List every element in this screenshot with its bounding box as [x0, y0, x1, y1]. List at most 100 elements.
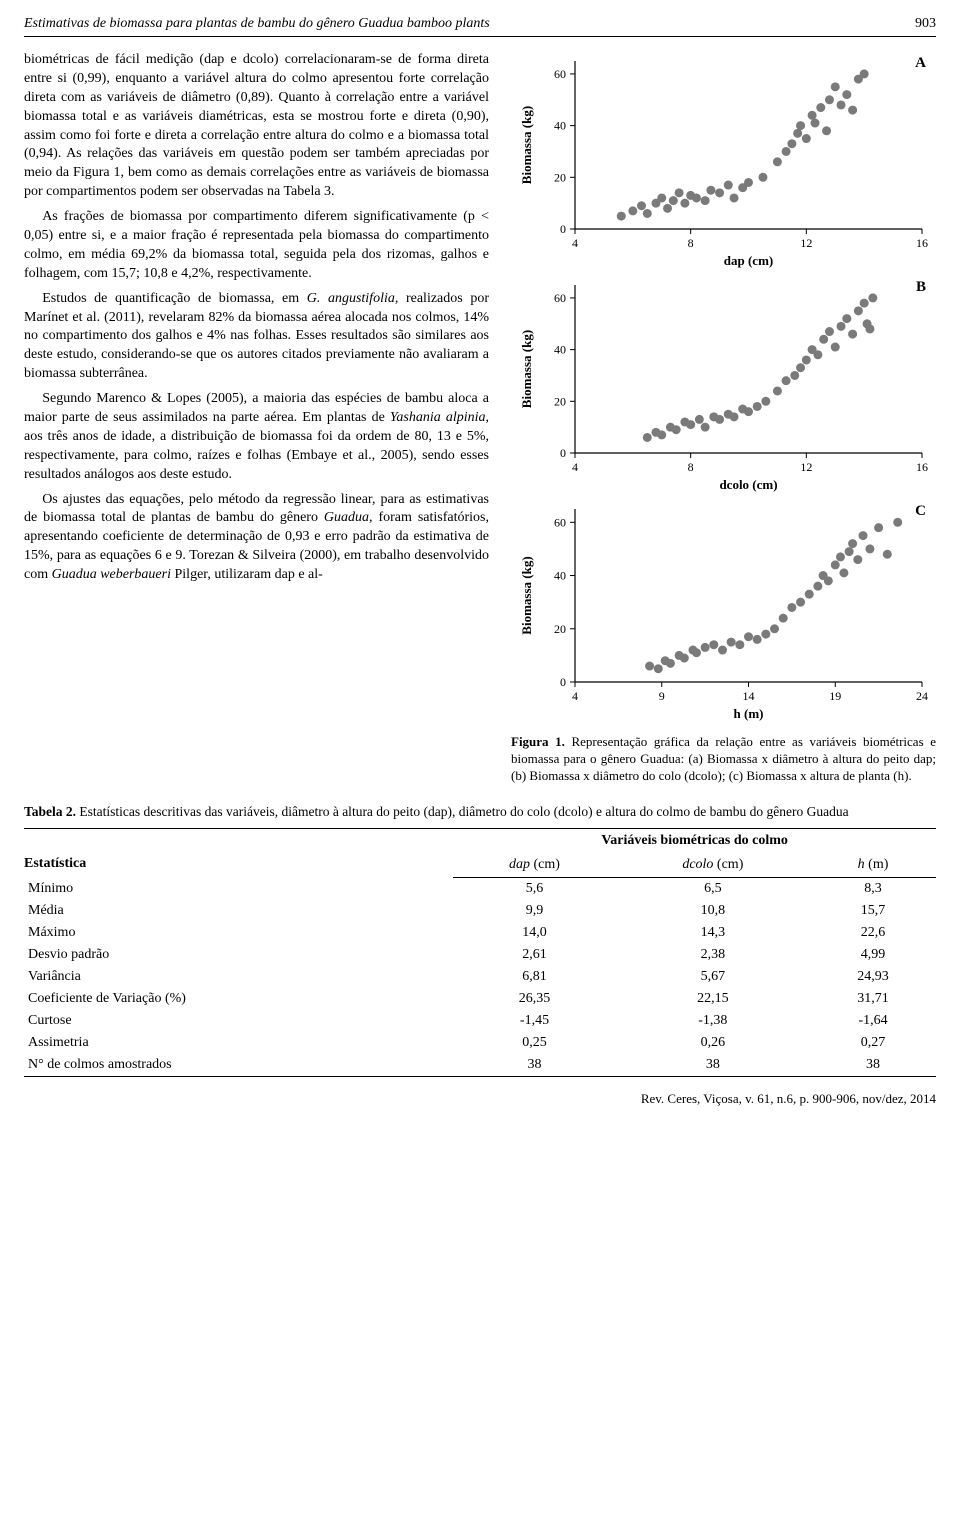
- chart-b-letter: B: [916, 279, 926, 296]
- svg-text:4: 4: [572, 460, 578, 474]
- cell-value: 38: [453, 1054, 615, 1077]
- chart-a-wrap: A 0204060481216Biomassa (kg)dap (cm): [511, 51, 936, 271]
- paragraph-3: Estudos de quantificação de biomassa, em…: [24, 290, 489, 384]
- paragraph-5: Os ajustes das equações, pelo método da …: [24, 491, 489, 585]
- paragraph-1: biométricas de fácil medição (dap e dcol…: [24, 51, 489, 202]
- col-header: h (m): [810, 853, 936, 878]
- row-label: Média: [24, 900, 453, 922]
- chart-b: 0204060481216Biomassa (kg)dcolo (cm): [511, 275, 936, 495]
- svg-text:dcolo (cm): dcolo (cm): [719, 477, 777, 492]
- cell-value: 14,0: [453, 922, 615, 944]
- table-row: Variância6,815,6724,93: [24, 966, 936, 988]
- row-label: Assimetria: [24, 1032, 453, 1054]
- cell-value: 0,25: [453, 1032, 615, 1054]
- row-label: N° de colmos amostrados: [24, 1054, 453, 1077]
- row-header-label: Estatística: [24, 829, 453, 878]
- chart-c: 020406049141924Biomassa (kg)h (m): [511, 499, 936, 724]
- figure-1-caption: Figura 1. Representação gráfica da relaç…: [511, 734, 936, 785]
- cell-value: 6,81: [453, 966, 615, 988]
- two-column-layout: biométricas de fácil medição (dap e dcol…: [24, 51, 936, 785]
- journal-footer: Rev. Ceres, Viçosa, v. 61, n.6, p. 900-9…: [24, 1091, 936, 1107]
- cell-value: 31,71: [810, 988, 936, 1010]
- stats-table-head: Estatística Variáveis biométricas do col…: [24, 829, 936, 878]
- cell-value: -1,45: [453, 1010, 615, 1032]
- cell-value: 10,8: [616, 900, 810, 922]
- cell-value: 4,99: [810, 944, 936, 966]
- chart-a-letter: A: [915, 55, 926, 72]
- svg-text:60: 60: [554, 67, 566, 81]
- cell-value: -1,38: [616, 1010, 810, 1032]
- stats-table-body: Mínimo5,66,58,3Média9,910,815,7Máximo14,…: [24, 878, 936, 1077]
- figures-column: A 0204060481216Biomassa (kg)dap (cm) B 0…: [511, 51, 936, 785]
- cell-value: 2,61: [453, 944, 615, 966]
- svg-text:Biomassa (kg): Biomassa (kg): [519, 106, 534, 184]
- cell-value: 22,15: [616, 988, 810, 1010]
- row-label: Coeficiente de Variação (%): [24, 988, 453, 1010]
- group-header: Variáveis biométricas do colmo: [453, 829, 936, 854]
- svg-text:20: 20: [554, 622, 566, 636]
- table-row: Coeficiente de Variação (%)26,3522,1531,…: [24, 988, 936, 1010]
- cell-value: 2,38: [616, 944, 810, 966]
- chart-c-letter: C: [915, 503, 926, 520]
- figure-caption-prefix: Figura 1.: [511, 734, 565, 749]
- cell-value: 15,7: [810, 900, 936, 922]
- svg-text:40: 40: [554, 119, 566, 133]
- table-row: Média9,910,815,7: [24, 900, 936, 922]
- page-header: Estimativas de biomassa para plantas de …: [24, 16, 936, 37]
- cell-value: 5,67: [616, 966, 810, 988]
- svg-text:40: 40: [554, 343, 566, 357]
- cell-value: -1,64: [810, 1010, 936, 1032]
- running-title: Estimativas de biomassa para plantas de …: [24, 16, 490, 32]
- row-label: Curtose: [24, 1010, 453, 1032]
- svg-text:24: 24: [916, 689, 928, 703]
- table-row: Mínimo5,66,58,3: [24, 878, 936, 901]
- svg-text:Biomassa (kg): Biomassa (kg): [519, 556, 534, 634]
- body-text-column: biométricas de fácil medição (dap e dcol…: [24, 51, 489, 785]
- svg-text:60: 60: [554, 291, 566, 305]
- svg-text:20: 20: [554, 394, 566, 408]
- table-row: Desvio padrão2,612,384,99: [24, 944, 936, 966]
- table-2-caption-text: Estatísticas descritivas das variáveis, …: [76, 804, 849, 819]
- svg-text:19: 19: [829, 689, 841, 703]
- svg-text:4: 4: [572, 689, 578, 703]
- chart-a: 0204060481216Biomassa (kg)dap (cm): [511, 51, 936, 271]
- svg-text:Biomassa (kg): Biomassa (kg): [519, 330, 534, 408]
- svg-text:12: 12: [800, 236, 812, 250]
- cell-value: 24,93: [810, 966, 936, 988]
- cell-value: 22,6: [810, 922, 936, 944]
- figure-caption-text: Representação gráfica da relação entre a…: [511, 734, 936, 783]
- row-label: Mínimo: [24, 878, 453, 901]
- table-row: Curtose-1,45-1,38-1,64: [24, 1010, 936, 1032]
- svg-text:0: 0: [560, 222, 566, 236]
- paragraph-4: Segundo Marenco & Lopes (2005), a maiori…: [24, 390, 489, 484]
- svg-text:h (m): h (m): [734, 706, 764, 721]
- col-header: dap (cm): [453, 853, 615, 878]
- stats-table: Estatística Variáveis biométricas do col…: [24, 828, 936, 1077]
- row-label: Máximo: [24, 922, 453, 944]
- cell-value: 26,35: [453, 988, 615, 1010]
- svg-text:20: 20: [554, 170, 566, 184]
- page-number: 903: [915, 16, 936, 32]
- cell-value: 0,27: [810, 1032, 936, 1054]
- cell-value: 8,3: [810, 878, 936, 901]
- chart-c-wrap: C 020406049141924Biomassa (kg)h (m): [511, 499, 936, 724]
- cell-value: 38: [810, 1054, 936, 1077]
- cell-value: 9,9: [453, 900, 615, 922]
- svg-text:8: 8: [688, 460, 694, 474]
- cell-value: 0,26: [616, 1032, 810, 1054]
- svg-text:9: 9: [659, 689, 665, 703]
- cell-value: 38: [616, 1054, 810, 1077]
- table-row: N° de colmos amostrados383838: [24, 1054, 936, 1077]
- table-row: Máximo14,014,322,6: [24, 922, 936, 944]
- table-2-caption: Tabela 2. Estatísticas descritivas das v…: [24, 803, 936, 821]
- row-label: Variância: [24, 966, 453, 988]
- col-header: dcolo (cm): [616, 853, 810, 878]
- cell-value: 5,6: [453, 878, 615, 901]
- table-row: Assimetria0,250,260,27: [24, 1032, 936, 1054]
- svg-text:60: 60: [554, 515, 566, 529]
- table-2-section: Tabela 2. Estatísticas descritivas das v…: [24, 803, 936, 1078]
- svg-text:16: 16: [916, 460, 928, 474]
- svg-text:8: 8: [688, 236, 694, 250]
- cell-value: 6,5: [616, 878, 810, 901]
- svg-text:12: 12: [800, 460, 812, 474]
